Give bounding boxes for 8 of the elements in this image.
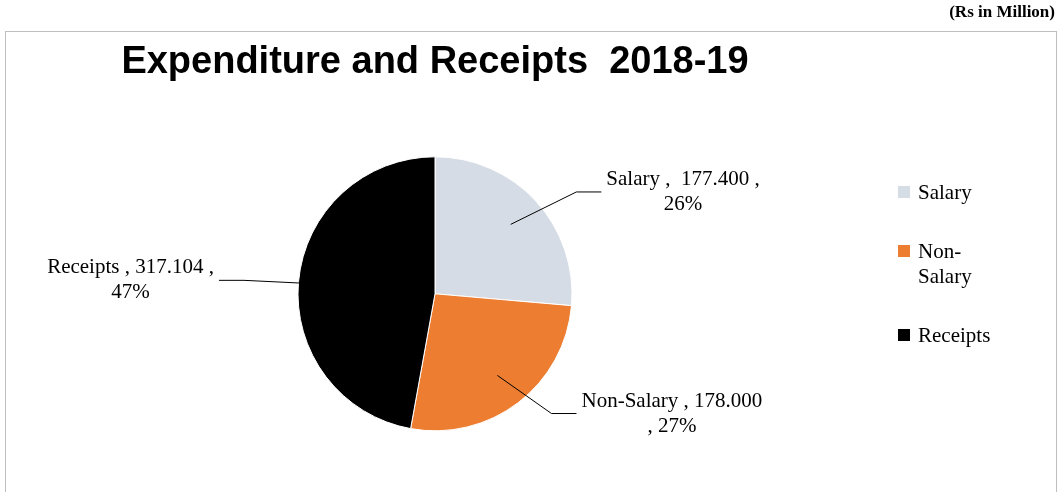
data-label: Salary , 177.400 , 26% [606,165,760,215]
text: (Rs in Million) [949,2,1055,22]
legend-label: Salary [918,180,972,205]
legend-label: Receipts [918,323,991,348]
data-label: Receipts , 317.104 , 47% [47,254,214,304]
chart-title: Expenditure and Receipts 2018-19 [121,39,749,82]
data-label: Non-Salary , 178.000 , 27% [581,387,763,437]
legend-label: Non-Salary [918,239,973,289]
